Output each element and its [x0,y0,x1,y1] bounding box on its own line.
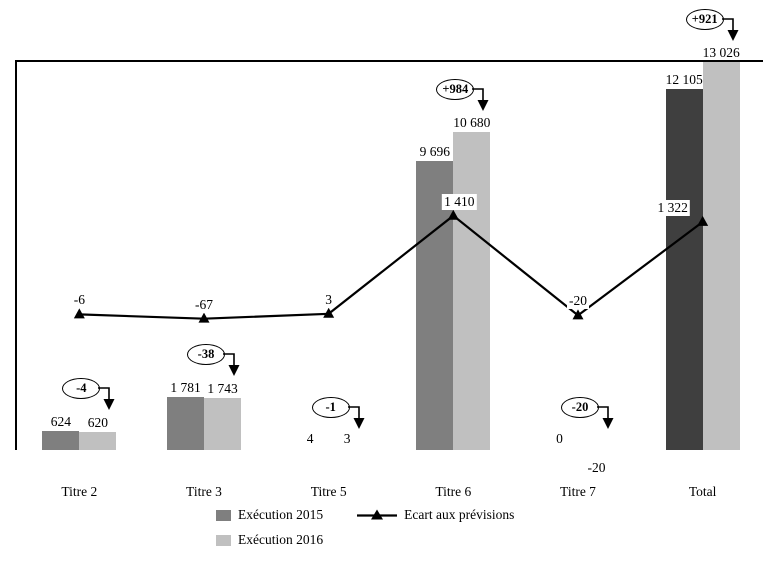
legend-line-marker-icon [357,509,398,521]
legend-label-2016: Exécution 2016 [238,532,324,547]
legend-bar-entries: Exécution 2015 Exécution 2016 [216,507,323,548]
ecart-value-label-total: 1 322 [655,199,690,216]
bar-value-label-ex-cution-2015-titre-5: 4 [306,431,314,446]
plot-area: 624 1 781 4 9 696 0 12 105 620 1 743 3 10 680 -20 1… [15,8,763,499]
bar-ex-cution-2015-titre-3 [167,397,204,450]
category-label-titre-6: Titre 6 [435,484,472,499]
category-label-titre-2: Titre 2 [61,484,98,499]
annotation-arrow-titre-7 [597,406,614,429]
line-marker-titre-2 [73,308,85,319]
bar-value-label-ex-cution-2016-titre-6: 10 680 [453,115,491,130]
annotation-arrow-titre-2 [98,387,115,410]
ecart-value-label-titre-5: 3 [323,291,335,308]
category-label-total: Total [688,484,717,499]
annotation-bubble-titre-3: -38 [187,343,225,365]
annotation-bubble-titre-7: -20 [561,396,599,418]
bar-value-label-ex-cution-2016-total: 13 026 [702,45,740,60]
bar-ex-cution-2016-titre-2 [79,432,117,450]
bar-value-label-ex-cution-2015-titre-2: 624 [50,414,71,429]
legend-label-ecart: Ecart aux prévisions [404,507,515,522]
line-marker-titre-5 [323,307,335,318]
legend-swatch-2016-icon [216,534,231,546]
bar-value-label-ex-cution-2015-total: 12 105 [665,72,703,87]
legend: Exécution 2015 Exécution 2016 Ecart aux … [216,507,514,548]
annotation-bubble-titre-6: +984 [436,78,475,100]
annotation-bubble-titre-5: -1 [311,396,350,418]
bar-value-label-ex-cution-2015-titre-7: 0 [556,431,563,446]
line-marker-total [697,215,709,226]
legend-label-2015: Exécution 2015 [238,507,324,522]
category-label-titre-5: Titre 5 [310,484,347,499]
bar-value-label-ex-cution-2015-titre-6: 9 696 [419,144,451,159]
bar-ex-cution-2015-titre-2 [42,431,80,450]
bar-value-label-ex-cution-2015-titre-3: 1 781 [170,380,201,395]
annotation-arrow-titre-6 [472,88,489,111]
bar-ex-cution-2016-total [702,62,740,450]
line-marker-titre-3 [198,312,210,323]
bar-ex-cution-2015-total [665,89,703,450]
bar-value-label-ex-cution-2016-titre-7: -20 [587,460,606,475]
legend-item-ecart: Ecart aux prévisions [357,507,514,523]
annotation-arrow-total [721,18,739,41]
bar-ex-cution-2016-titre-3 [204,398,241,450]
annotation-arrow-titre-3 [223,353,240,376]
ecart-value-label-titre-7: -20 [567,293,589,310]
annotation-arrow-titre-5 [347,406,365,429]
legend-swatch-2015-icon [216,509,231,521]
ecart-value-label-titre-6: 1 410 [442,193,477,210]
category-label-titre-3: Titre 3 [186,484,222,499]
ecart-value-label-titre-3: -67 [193,296,215,313]
bar-value-label-ex-cution-2016-titre-2: 620 [87,415,108,430]
category-label-titre-7: Titre 7 [560,484,596,499]
bar-value-label-ex-cution-2016-titre-3: 1 743 [207,381,238,396]
legend-item-execution-2015: Exécution 2015 [216,507,323,523]
line-marker-titre-7 [572,309,584,320]
bar-value-label-ex-cution-2016-titre-5: 3 [343,431,351,446]
annotation-bubble-titre-2: -4 [62,377,101,399]
legend-item-execution-2016: Exécution 2016 [216,532,323,548]
annotation-bubble-total: +921 [685,8,724,30]
ecart-value-label-titre-2: -6 [71,292,87,309]
line-marker-titre-6 [447,209,459,220]
ecart-line [73,209,709,323]
bar-ex-cution-2016-titre-6 [453,132,491,450]
